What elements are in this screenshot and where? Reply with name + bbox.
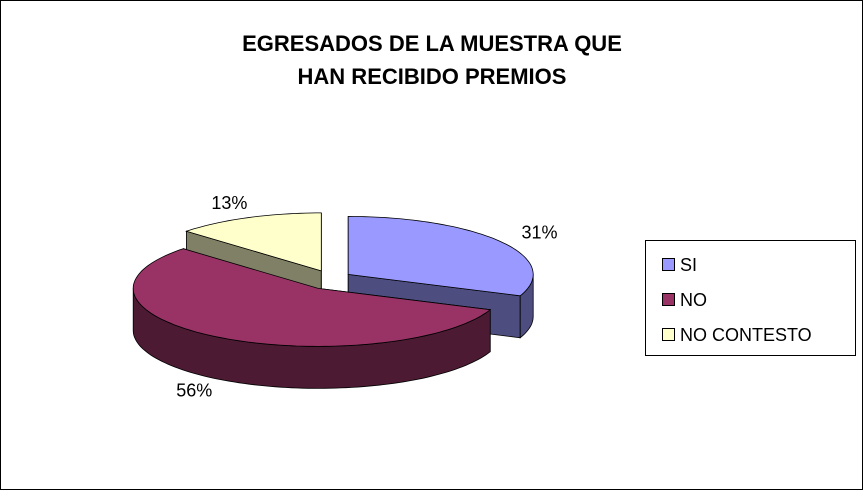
slice: [347, 215, 534, 297]
legend-label: NO CONTESTO: [680, 325, 812, 345]
slice-tops: [132, 212, 534, 347]
legend-swatch: [662, 258, 675, 271]
data-label: 31%: [521, 222, 557, 242]
data-label: 56%: [176, 380, 212, 400]
legend-swatch: [662, 293, 675, 306]
legend-box: [645, 240, 856, 356]
legend-label: NO: [680, 290, 707, 310]
chart-title: EGRESADOS DE LA MUESTRA QUE: [242, 31, 622, 56]
slice: [185, 212, 322, 272]
chart-title: HAN RECIBIDO PREMIOS: [298, 64, 567, 89]
data-label: 13%: [211, 193, 247, 213]
legend-swatch: [662, 328, 675, 341]
legend-label: SI: [680, 255, 697, 275]
slice: [132, 248, 492, 347]
